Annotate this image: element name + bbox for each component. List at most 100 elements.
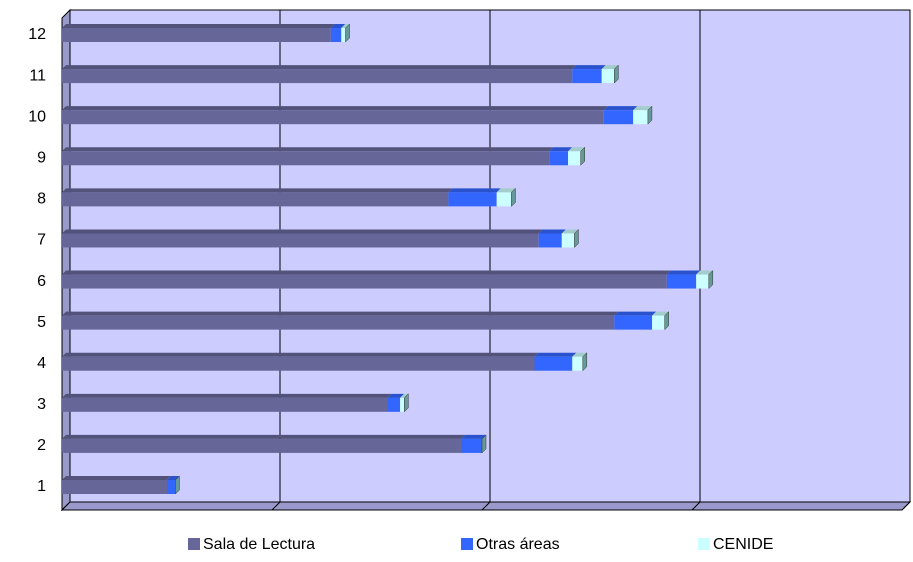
bar [496, 192, 512, 207]
bar-top [62, 229, 543, 234]
bar-end [580, 146, 585, 166]
bar-segment [62, 24, 335, 42]
y-tick-label: 3 [37, 396, 46, 413]
bar-segment [62, 188, 453, 207]
legend-label: CENIDE [713, 536, 773, 553]
legend-label: Sala de Lectura [203, 536, 315, 553]
bar-top [62, 311, 619, 316]
bar-top [341, 24, 350, 28]
bar-top [549, 147, 573, 152]
bar [400, 397, 405, 412]
y-tick-label: 7 [37, 232, 46, 249]
bar-segment [561, 229, 579, 248]
bar-segment [62, 311, 619, 330]
grid-floor [901, 501, 911, 511]
bar [534, 356, 573, 371]
bar [387, 397, 401, 412]
bar-top [666, 270, 701, 275]
bar-top [62, 65, 577, 70]
bar [603, 110, 634, 125]
bar-segment [62, 106, 608, 125]
y-tick-label: 1 [37, 478, 46, 495]
bar-end [582, 352, 588, 372]
bar-segment [448, 188, 501, 207]
bar-segment [62, 270, 671, 289]
bar-top [62, 434, 465, 439]
bar-end [708, 269, 714, 290]
legend-swatch [698, 538, 710, 550]
bar [62, 438, 461, 453]
grid-floor [691, 501, 701, 511]
bar-segment [696, 270, 713, 289]
bar-segment [387, 393, 405, 412]
bar-top [62, 393, 392, 398]
bar-end [345, 23, 350, 43]
bar-segment [534, 352, 577, 371]
bar-segment [461, 434, 486, 453]
bar-segment [538, 229, 566, 248]
bar-segment [62, 65, 577, 84]
bar-top [696, 270, 713, 275]
bar-top [62, 188, 453, 193]
bar-top [568, 147, 585, 152]
bar-top [330, 24, 346, 28]
bar-segment [666, 270, 701, 289]
bar [62, 480, 167, 494]
bar [549, 151, 569, 166]
bar [62, 151, 550, 166]
bar-segment [400, 393, 409, 412]
bar [167, 480, 176, 494]
bar [62, 274, 667, 289]
bar-segment [549, 147, 573, 166]
bar [62, 315, 615, 330]
bar [568, 151, 581, 166]
bar-segment [62, 476, 171, 494]
bar-top [461, 434, 486, 439]
y-tick-label: 10 [28, 108, 46, 125]
y-tick-label: 8 [37, 191, 46, 208]
bar-top [387, 393, 405, 398]
y-tick-label: 6 [37, 273, 46, 290]
bar-top [652, 311, 669, 316]
bar-end [614, 64, 619, 84]
bar-top [561, 229, 579, 234]
bar-segment [652, 311, 669, 330]
bar-segment [496, 188, 516, 207]
bar-segment [62, 434, 465, 453]
bar-top [572, 65, 606, 70]
bar [330, 28, 342, 42]
bar [614, 315, 653, 330]
bar [538, 233, 562, 248]
legend: Sala de Lectura Otras áreas CENIDE [188, 536, 773, 553]
legend-swatch [188, 538, 200, 550]
bar-end [481, 434, 487, 454]
bar-top [62, 24, 335, 28]
bar-segment [601, 65, 619, 84]
bar-top [62, 476, 171, 480]
bar-end [511, 187, 516, 207]
bar-end [647, 105, 653, 125]
bar [62, 192, 449, 207]
bar [633, 110, 648, 125]
bar [666, 274, 697, 289]
bar [601, 69, 615, 84]
grid-floor [271, 501, 281, 511]
bar-top [448, 188, 501, 193]
y-tick-label: 4 [37, 355, 46, 372]
bar-segment [614, 311, 657, 330]
bar-top [572, 352, 587, 357]
bar [572, 69, 602, 84]
bar [448, 192, 497, 207]
bar-segment [603, 106, 638, 125]
bar [561, 233, 575, 248]
bar-top [534, 352, 577, 357]
bar [62, 110, 604, 125]
bar-top [62, 352, 539, 357]
y-tick-label: 11 [29, 67, 46, 84]
grid-floor [61, 501, 71, 511]
bar-top [614, 311, 657, 316]
bar [461, 438, 482, 453]
bar-top [62, 147, 554, 152]
bar-segment [62, 352, 539, 371]
bar-segment [633, 106, 652, 125]
